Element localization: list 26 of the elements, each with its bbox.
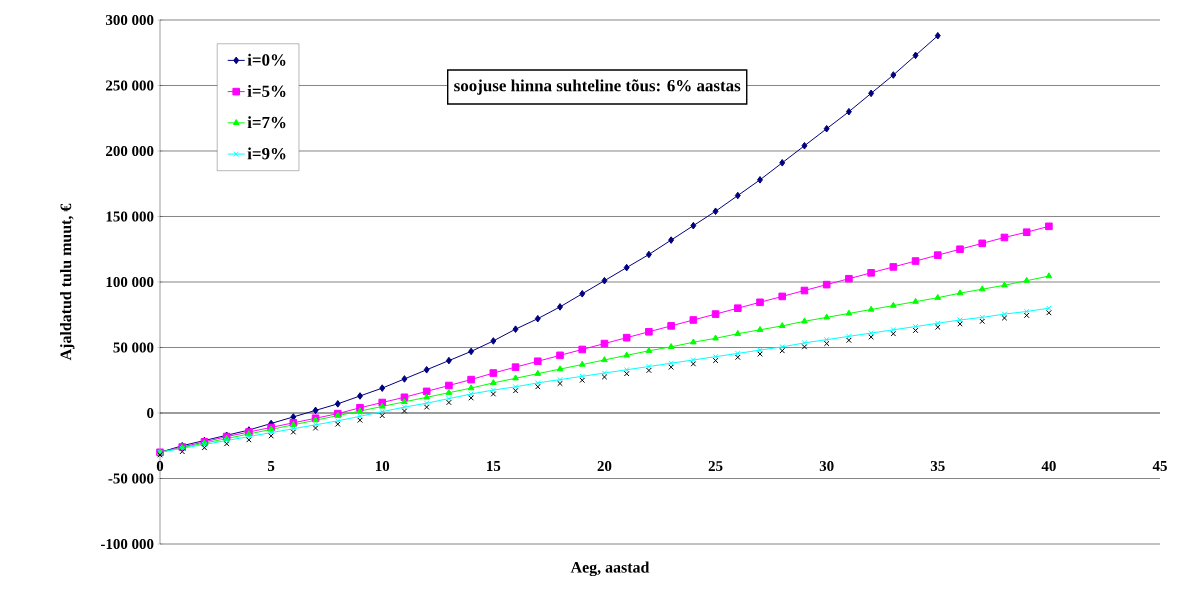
legend-label: i=7% <box>247 116 286 129</box>
x-tick-label: 0 <box>156 461 164 472</box>
y-axis-title: Ajaldatud tulu muut, € <box>60 203 75 361</box>
y-tick-label: 250 000 <box>106 80 154 91</box>
x-tick-label: 30 <box>819 461 834 472</box>
x-tick-label: 20 <box>597 461 612 472</box>
y-tick-label: -50 000 <box>108 473 154 484</box>
x-tick-label: 35 <box>930 461 945 472</box>
annotation: soojuse hinna suhteline tõus: 6% aastas <box>454 79 741 95</box>
y-tick-label: 200 000 <box>106 145 154 157</box>
x-tick-label: 5 <box>267 461 275 471</box>
y-tick-label: 150 000 <box>106 211 154 222</box>
legend-label: i=0% <box>247 53 286 66</box>
legend-label: i=5% <box>247 85 286 97</box>
y-tick-label: 0 <box>147 407 154 419</box>
y-tick-label: 50 000 <box>113 342 154 353</box>
x-tick-label: 40 <box>1041 461 1056 472</box>
y-tick-label: 300 000 <box>105 14 154 26</box>
y-tick-label: 100 000 <box>106 276 154 288</box>
x-tick-label: 10 <box>375 461 390 472</box>
legend-label: i=9% <box>247 147 286 160</box>
x-axis-title: Aeg, aastad <box>570 561 650 577</box>
x-tick-label: 25 <box>708 461 723 472</box>
x-tick-label: 45 <box>1152 461 1167 471</box>
y-tick-label: -100 000 <box>100 538 154 550</box>
x-tick-label: 15 <box>487 461 501 472</box>
